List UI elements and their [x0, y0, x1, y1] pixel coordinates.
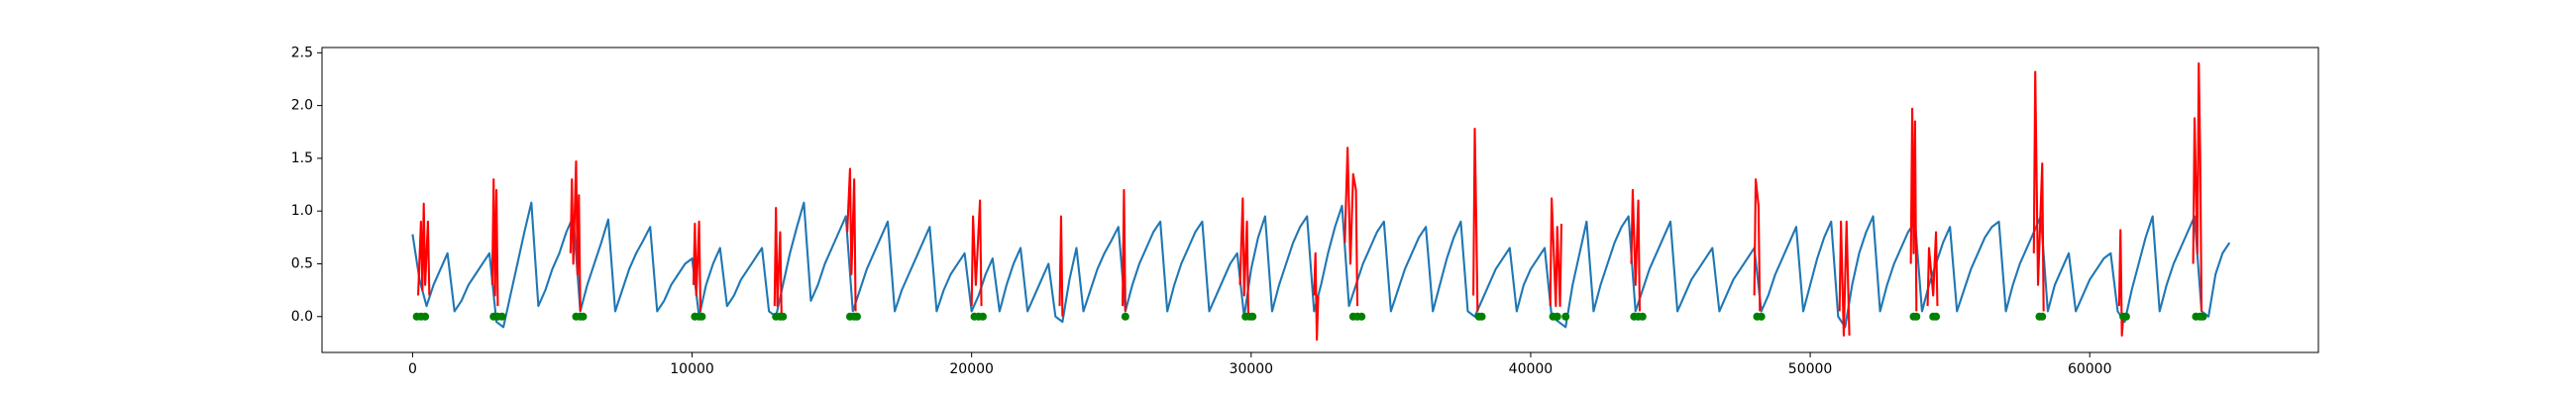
x-tick-label: 50000	[1788, 361, 1833, 377]
x-tick-label: 40000	[1509, 361, 1554, 377]
x-tick-label: 10000	[670, 361, 714, 377]
scatter-point	[497, 312, 506, 321]
scatter-point	[421, 312, 430, 321]
y-tick-label: 2.5	[291, 45, 313, 60]
scatter-point	[698, 312, 706, 321]
y-tick-label: 2.0	[291, 98, 313, 114]
x-tick-label: 20000	[949, 361, 994, 377]
y-tick-label: 1.5	[291, 150, 313, 166]
x-tick-label: 0	[408, 361, 417, 377]
scatter-point	[853, 312, 862, 321]
scatter-point	[1638, 312, 1647, 321]
scatter-point	[1477, 312, 1486, 321]
scatter-point	[2121, 312, 2130, 321]
scatter-point	[2199, 312, 2207, 321]
series-line	[411, 201, 2231, 329]
scatter-point	[978, 312, 987, 321]
axes-frame	[321, 47, 2319, 353]
scatter-point	[1121, 312, 1129, 321]
plot-area	[411, 61, 2231, 342]
x-tick-label: 60000	[2068, 361, 2112, 377]
y-tick-label: 0.5	[291, 255, 313, 271]
scatter-point	[1932, 312, 1941, 321]
scatter-point	[1912, 312, 1921, 321]
scatter-point	[1553, 312, 1561, 321]
scatter-point	[579, 312, 588, 321]
scatter-point	[1248, 312, 1257, 321]
scatter-point	[779, 312, 788, 321]
scatter-point	[1357, 312, 1366, 321]
scatter-point	[1561, 312, 1570, 321]
y-tick-label: 0.0	[291, 309, 313, 325]
x-tick-label: 30000	[1230, 361, 1274, 377]
series-line	[417, 61, 2203, 342]
scatter-point	[2038, 312, 2047, 321]
scatter-point	[1757, 312, 1766, 321]
y-tick-label: 1.0	[291, 203, 313, 219]
